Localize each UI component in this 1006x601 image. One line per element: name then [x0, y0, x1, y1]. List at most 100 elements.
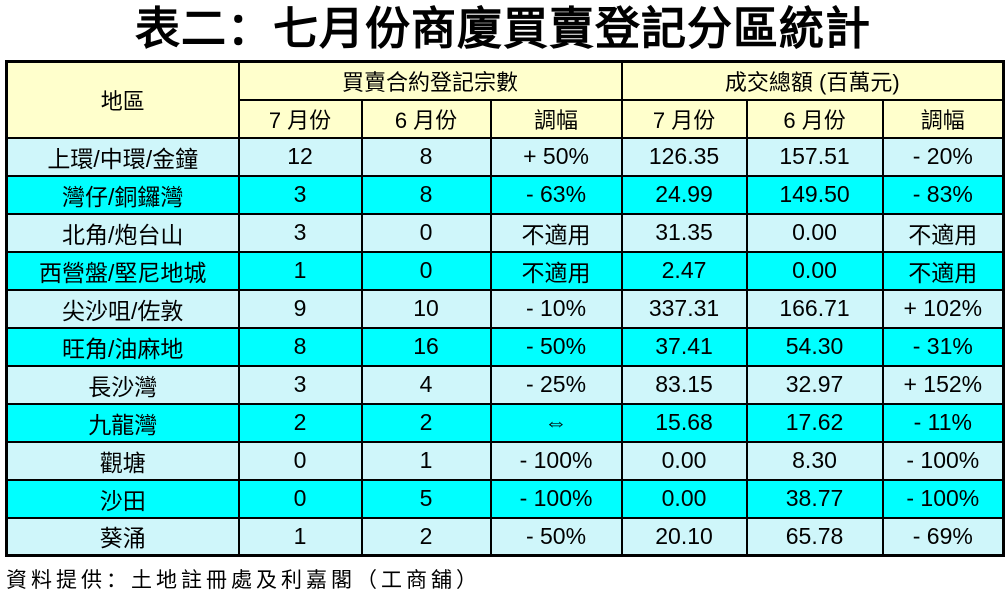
district-cell: 觀塘	[5, 440, 240, 481]
value-cell: 2.47	[620, 250, 748, 291]
value-cell: 8	[360, 174, 492, 215]
value-cell: 0.00	[620, 478, 748, 519]
table-row: 尖沙咀/佐敦 9 10- 10% 337.31 166.71 + 102%	[5, 288, 1005, 329]
value-cell: - 100%	[489, 478, 623, 519]
value-cell: 12	[237, 136, 363, 177]
table-row: 九龍灣 2 2 ⇔ 15.68 17.62- 11%	[5, 402, 1005, 443]
value-cell: 157.51	[745, 136, 884, 177]
subheader-contracts-jul: 7 月份	[237, 98, 363, 139]
value-cell: - 69%	[881, 516, 1005, 557]
value-cell: 38.77	[745, 478, 884, 519]
value-cell: - 20%	[881, 136, 1005, 177]
district-cell: 尖沙咀/佐敦	[5, 288, 240, 329]
value-cell: 24.99	[620, 174, 748, 215]
value-cell: 9	[237, 288, 363, 329]
district-cell: 沙田	[5, 478, 240, 519]
value-cell: 1	[237, 516, 363, 557]
value-cell: 不適用	[881, 212, 1005, 253]
subheader-amount-jul: 7 月份	[620, 98, 748, 139]
value-cell: 17.62	[745, 402, 884, 443]
value-cell: 不適用	[881, 250, 1005, 291]
table-row: 葵涌 1 2- 50% 20.10 65.78- 69%	[5, 516, 1005, 557]
value-cell: 166.71	[745, 288, 884, 329]
value-cell: - 25%	[489, 364, 623, 405]
value-cell: 0	[360, 212, 492, 253]
header-group-contracts: 買賣合約登記宗數	[237, 60, 623, 101]
table-row: 上環/中環/金鐘 12 8 + 50% 126.35 157.51- 20%	[5, 136, 1005, 177]
value-cell: 20.10	[620, 516, 748, 557]
table-row: 觀塘 0 1- 100% 0.00 8.30- 100%	[5, 440, 1005, 481]
value-cell: 8.30	[745, 440, 884, 481]
value-cell: 2	[237, 402, 363, 443]
stats-table: 地區 買賣合約登記宗數 成交總額 (百萬元) 7 月份 6 月份 調幅 7 月份…	[5, 60, 1006, 557]
source-note: 資料提供：土地註冊處及利嘉閣（工商舖）	[6, 569, 481, 592]
value-cell: 0	[237, 478, 363, 519]
subheader-contracts-jun: 6 月份	[360, 98, 492, 139]
header-district: 地區	[5, 60, 240, 139]
subheader-contracts-change: 調幅	[489, 98, 623, 139]
value-cell: 2	[360, 516, 492, 557]
value-cell: + 152%	[881, 364, 1005, 405]
district-cell: 上環/中環/金鐘	[5, 136, 240, 177]
value-cell: - 11%	[881, 402, 1005, 443]
district-cell: 九龍灣	[5, 402, 240, 443]
value-cell: - 83%	[881, 174, 1005, 215]
value-cell: - 63%	[489, 174, 623, 215]
value-cell: 126.35	[620, 136, 748, 177]
page-title: 表二：七月份商廈買賣登記分區統計	[134, 3, 871, 54]
value-cell: 337.31	[620, 288, 748, 329]
value-cell: 149.50	[745, 174, 884, 215]
value-cell: 3	[237, 364, 363, 405]
value-cell: 0	[360, 250, 492, 291]
district-cell: 旺角/油麻地	[5, 326, 240, 367]
value-cell: 32.97	[745, 364, 884, 405]
table-row: 沙田 0 5- 100% 0.00 38.77- 100%	[5, 478, 1005, 519]
value-cell: - 31%	[881, 326, 1005, 367]
value-cell: 10	[360, 288, 492, 329]
value-cell: 8	[237, 326, 363, 367]
district-cell: 西營盤/堅尼地城	[5, 250, 240, 291]
value-cell: 0.00	[620, 440, 748, 481]
value-cell: 3	[237, 212, 363, 253]
value-cell: 0.00	[745, 250, 884, 291]
district-cell: 灣仔/銅鑼灣	[5, 174, 240, 215]
subheader-amount-change: 調幅	[881, 98, 1005, 139]
value-cell: - 100%	[881, 478, 1005, 519]
value-cell: 83.15	[620, 364, 748, 405]
table-header: 地區 買賣合約登記宗數 成交總額 (百萬元) 7 月份 6 月份 調幅 7 月份…	[5, 60, 1005, 139]
value-cell: 0	[237, 440, 363, 481]
value-cell: 不適用	[489, 250, 623, 291]
value-cell: 15.68	[620, 402, 748, 443]
value-cell: 4	[360, 364, 492, 405]
value-cell: ⇔	[489, 402, 623, 443]
table-row: 旺角/油麻地 8 16- 50% 37.41 54.30- 31%	[5, 326, 1005, 367]
value-cell: + 50%	[489, 136, 623, 177]
value-cell: 5	[360, 478, 492, 519]
table-row: 灣仔/銅鑼灣 3 8- 63% 24.99 149.50- 83%	[5, 174, 1005, 215]
header-group-amount: 成交總額 (百萬元)	[620, 60, 1005, 101]
value-cell: 65.78	[745, 516, 884, 557]
value-cell: 54.30	[745, 326, 884, 367]
value-cell: 8	[360, 136, 492, 177]
value-cell: 0.00	[745, 212, 884, 253]
value-cell: + 102%	[881, 288, 1005, 329]
value-cell: 37.41	[620, 326, 748, 367]
value-cell: - 100%	[881, 440, 1005, 481]
value-cell: - 50%	[489, 516, 623, 557]
district-cell: 長沙灣	[5, 364, 240, 405]
table-body: 上環/中環/金鐘 12 8 + 50% 126.35 157.51- 20% 灣仔/銅鑼灣 3…	[5, 136, 1005, 557]
value-cell: 16	[360, 326, 492, 367]
subheader-amount-jun: 6 月份	[745, 98, 884, 139]
district-cell: 北角/炮台山	[5, 212, 240, 253]
district-cell: 葵涌	[5, 516, 240, 557]
table-row: 長沙灣 3 4- 25% 83.15 32.97 + 152%	[5, 364, 1005, 405]
value-cell: - 50%	[489, 326, 623, 367]
value-cell: 3	[237, 174, 363, 215]
value-cell: 不適用	[489, 212, 623, 253]
value-cell: - 100%	[489, 440, 623, 481]
value-cell: 2	[360, 402, 492, 443]
value-cell: 1	[237, 250, 363, 291]
value-cell: 31.35	[620, 212, 748, 253]
value-cell: - 10%	[489, 288, 623, 329]
table-row: 北角/炮台山 3 0 不適用 31.35 0.00 不適用	[5, 212, 1005, 253]
